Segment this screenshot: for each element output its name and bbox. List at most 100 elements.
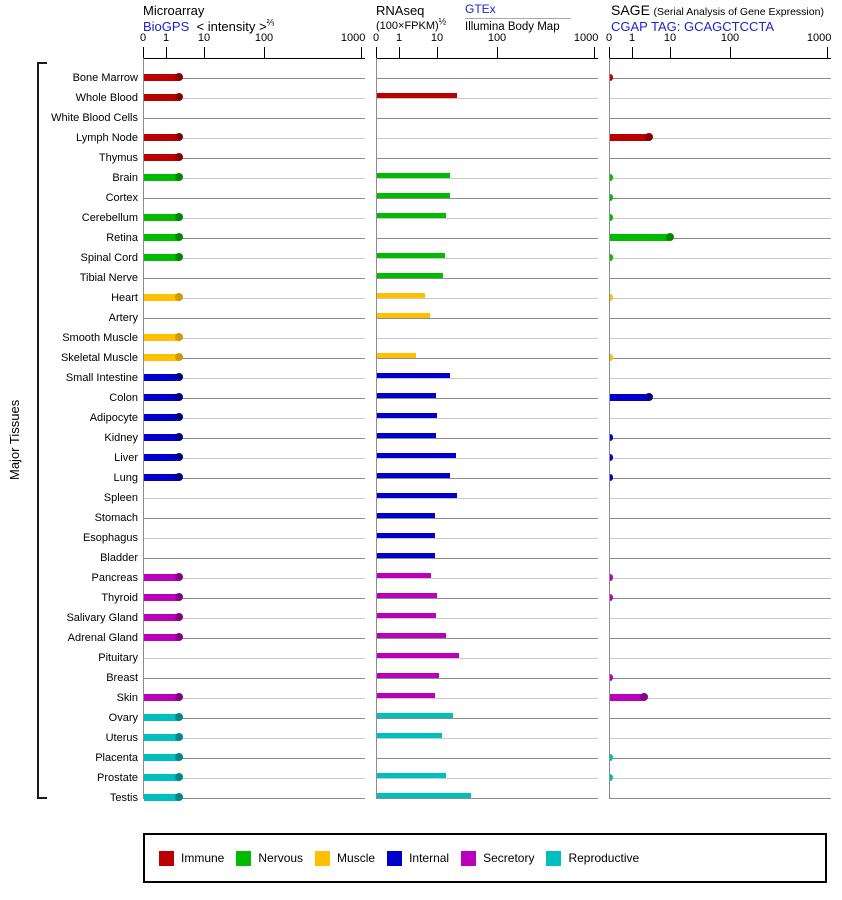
row-gridline-whole-blood xyxy=(610,98,831,99)
tissue-label-ovary: Ovary xyxy=(108,712,138,724)
rnaseq-title: RNAseq xyxy=(376,3,425,18)
tissue-label-retina: Retina xyxy=(106,232,138,244)
tissue-label-spleen: Spleen xyxy=(103,492,138,504)
sage-expansion-note: (Serial Analysis of Gene Expression) xyxy=(653,6,824,18)
row-gridline-bone-marrow xyxy=(377,78,598,79)
row-gridline-stomach xyxy=(610,518,831,519)
row-gridline-adipocyte xyxy=(144,418,365,419)
microarray-expression-bar-pancreas xyxy=(144,573,183,581)
microarray-axis-tick-100 xyxy=(264,47,265,58)
microarray-bar-cap-whole-blood xyxy=(175,93,183,101)
row-gridline-cerebellum xyxy=(144,218,365,219)
row-gridline-bladder xyxy=(144,558,365,559)
microarray-bar-cap-salivary-gland xyxy=(175,613,183,621)
rnaseq-axis-tick-label-1: 1 xyxy=(395,32,403,44)
tissue-label-prostate: Prostate xyxy=(97,772,138,784)
row-gridline-pancreas xyxy=(377,578,598,579)
sage-panel: 0 1 10 100 1000 xyxy=(606,32,831,799)
row-gridline-esophagus xyxy=(144,538,365,539)
cgap-tag-link[interactable]: CGAP TAG: GCAGCTCCTA xyxy=(611,19,775,34)
row-gridline-salivary-gland xyxy=(377,618,598,619)
rnaseq-axis-tick-label-10: 10 xyxy=(430,32,444,44)
tissue-label-adrenal-gland: Adrenal Gland xyxy=(67,632,138,644)
row-gridline-pituitary xyxy=(144,658,365,659)
sage-bar-cap-lymph-node xyxy=(645,133,653,141)
row-gridline-breast xyxy=(610,678,831,679)
tissue-label-kidney: Kidney xyxy=(104,432,138,444)
row-gridline-artery xyxy=(377,318,598,319)
tissue-label-brain: Brain xyxy=(112,172,138,184)
tissue-label-esophagus: Esophagus xyxy=(82,532,138,544)
tissue-label-cerebellum: Cerebellum xyxy=(81,212,138,224)
tissue-label-white-blood-cells: White Blood Cells xyxy=(51,112,138,124)
sage-axis-tick-label-1000: 1000 xyxy=(806,32,832,44)
rnaseq-sources: GTEx Illumina Body Map xyxy=(465,2,571,33)
tissue-label-testis: Testis xyxy=(109,792,138,804)
row-gridline-ovary xyxy=(610,718,831,719)
tissue-label-lymph-node: Lymph Node xyxy=(76,132,138,144)
row-gridline-skin xyxy=(610,698,831,699)
row-gridline-artery xyxy=(144,318,365,319)
rnaseq-expression-bar-cortex xyxy=(377,193,450,198)
microarray-expression-bar-skeletal-muscle xyxy=(144,353,183,361)
row-gridline-lymph-node xyxy=(610,138,831,139)
microarray-bar-cap-liver xyxy=(175,453,183,461)
row-gridline-bone-marrow xyxy=(144,78,365,79)
gtex-link[interactable]: GTEx xyxy=(465,2,571,19)
row-gridline-retina xyxy=(144,238,365,239)
microarray-bar-cap-cerebellum xyxy=(175,213,183,221)
biogps-link[interactable]: BioGPS xyxy=(143,19,190,34)
sage-bar-cap-colon xyxy=(645,393,653,401)
tissue-label-placenta: Placenta xyxy=(95,752,138,764)
tissue-label-breast: Breast xyxy=(106,672,138,684)
rnaseq-scale-note: (100×FPKM)½ xyxy=(376,16,447,32)
rnaseq-expression-bar-uterus xyxy=(377,733,442,738)
rnaseq-expression-bar-bladder xyxy=(377,553,435,558)
microarray-bar-cap-uterus xyxy=(175,733,183,741)
rnaseq-expression-bar-ovary xyxy=(377,713,453,718)
sage-axis-tick-label-10: 10 xyxy=(663,32,677,44)
row-gridline-artery xyxy=(610,318,831,319)
row-gridline-prostate xyxy=(144,778,365,779)
row-gridline-lung xyxy=(377,478,598,479)
sage-axis-tick-10 xyxy=(670,47,671,58)
rnaseq-expression-bar-heart xyxy=(377,293,425,298)
rnaseq-expression-bar-esophagus xyxy=(377,533,435,538)
microarray-expression-bar-kidney xyxy=(144,433,183,441)
row-gridline-lymph-node xyxy=(144,138,365,139)
sage-expression-bar-brain xyxy=(610,174,613,181)
rnaseq-expression-bar-tibial-nerve xyxy=(377,273,443,278)
legend-label-reproductive: Reproductive xyxy=(568,851,640,865)
sage-expression-bar-skin xyxy=(610,693,648,701)
tissue-label-salivary-gland: Salivary Gland xyxy=(66,612,138,624)
row-gridline-adrenal-gland xyxy=(610,638,831,639)
sage-expression-bar-lymph-node xyxy=(610,133,653,141)
rnaseq-expression-bar-skin xyxy=(377,693,435,698)
tissue-label-liver: Liver xyxy=(114,452,138,464)
rnaseq-axis-tick-label-0: 0 xyxy=(372,32,380,44)
tissue-group-bracket xyxy=(37,62,39,799)
microarray-axis-line xyxy=(143,58,365,59)
rnaseq-expression-bar-artery xyxy=(377,313,430,318)
legend-swatch-immune xyxy=(159,850,174,866)
microarray-bar-cap-placenta xyxy=(175,753,183,761)
microarray-bar-cap-lymph-node xyxy=(175,133,183,141)
row-gridline-esophagus xyxy=(377,538,598,539)
microarray-bar-cap-testis xyxy=(175,793,183,801)
row-gridline-placenta xyxy=(144,758,365,759)
rnaseq-expression-bar-lung xyxy=(377,473,450,478)
microarray-bar-cap-lung xyxy=(175,473,183,481)
microarray-left-border xyxy=(143,58,144,799)
microarray-bar-cap-pancreas xyxy=(175,573,183,581)
rnaseq-expression-bar-pancreas xyxy=(377,573,431,578)
microarray-axis-tick-label-1: 1 xyxy=(162,32,170,44)
row-gridline-cerebellum xyxy=(610,218,831,219)
microarray-expression-bar-heart xyxy=(144,293,183,301)
row-gridline-smooth-muscle xyxy=(610,338,831,339)
sage-expression-bar-cerebellum xyxy=(610,214,613,221)
microarray-expression-bar-bone-marrow xyxy=(144,73,183,81)
tissue-label-cortex: Cortex xyxy=(105,192,138,204)
sage-axis-line xyxy=(609,58,831,59)
microarray-bar-cap-thyroid xyxy=(175,593,183,601)
microarray-bar-cap-ovary xyxy=(175,713,183,721)
